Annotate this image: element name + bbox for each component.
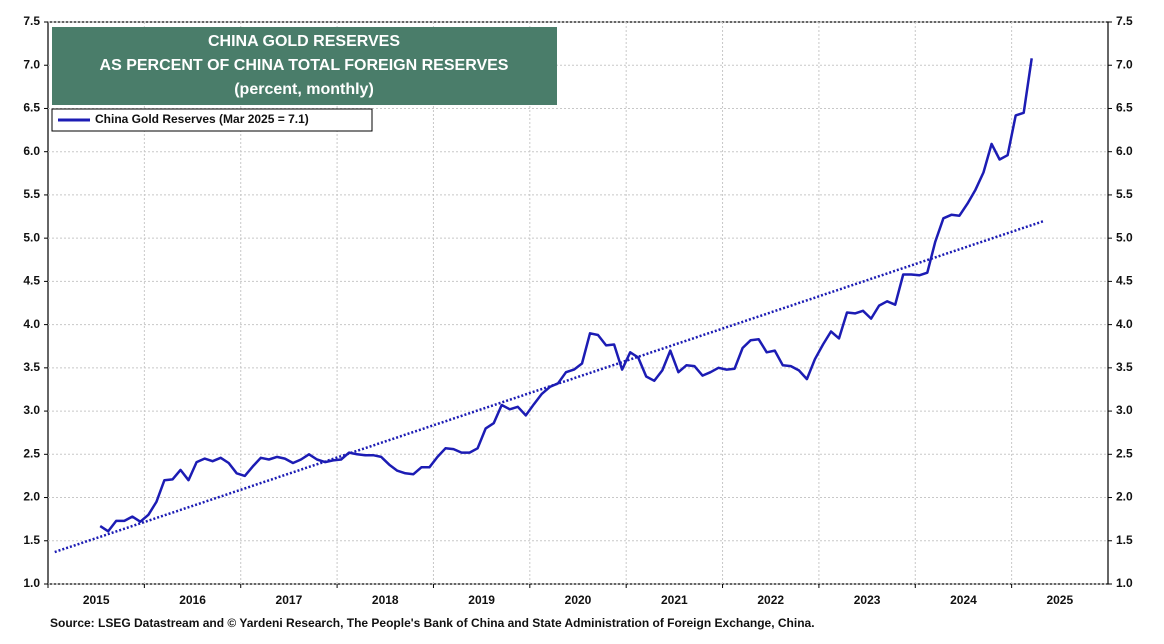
y-tick-label: 5.5 — [23, 187, 40, 201]
x-tick-label: 2022 — [757, 593, 784, 607]
y2-tick-label: 5.0 — [1116, 230, 1133, 244]
y2-tick-label: 5.5 — [1116, 187, 1133, 201]
y2-tick-label: 2.0 — [1116, 490, 1133, 504]
y2-tick-label: 6.0 — [1116, 144, 1133, 158]
y-tick-label: 6.5 — [23, 101, 40, 115]
y2-tick-label: 4.0 — [1116, 317, 1133, 331]
y-tick-label: 7.5 — [23, 14, 40, 28]
x-tick-label: 2015 — [83, 593, 110, 607]
x-tick-label: 2020 — [565, 593, 592, 607]
y-tick-label: 2.5 — [23, 446, 40, 460]
y2-tick-label: 6.5 — [1116, 101, 1133, 115]
y2-tick-label: 2.5 — [1116, 446, 1133, 460]
plot-frame — [47, 21, 1109, 585]
y-tick-label: 7.0 — [23, 57, 40, 71]
legend-box — [51, 108, 373, 132]
y2-tick-label: 4.5 — [1116, 274, 1133, 288]
title-box: CHINA GOLD RESERVES AS PERCENT OF CHINA … — [52, 27, 557, 105]
y-tick-label: 6.0 — [23, 144, 40, 158]
y2-tick-label: 3.0 — [1116, 403, 1133, 417]
x-tick-label: 2016 — [179, 593, 206, 607]
y2-tick-label: 3.5 — [1116, 360, 1133, 374]
x-tick-label: 2017 — [276, 593, 303, 607]
title-background — [52, 27, 557, 105]
source-note: Source: LSEG Datastream and © Yardeni Re… — [50, 616, 815, 630]
y2-tick-label: 1.0 — [1116, 576, 1133, 590]
x-tick-label: 2018 — [372, 593, 399, 607]
y-tick-label: 5.0 — [23, 230, 40, 244]
y-tick-label: 4.5 — [23, 274, 40, 288]
x-tick-label: 2025 — [1046, 593, 1073, 607]
grid — [48, 21, 1108, 585]
x-tick-label: 2021 — [661, 593, 688, 607]
y-tick-label: 1.5 — [23, 533, 40, 547]
y-tick-label: 3.0 — [23, 403, 40, 417]
y-tick-label: 2.0 — [23, 490, 40, 504]
y2-tick-label: 7.0 — [1116, 57, 1133, 71]
y-tick-label: 4.0 — [23, 317, 40, 331]
legend-label: China Gold Reserves (Mar 2025 = 7.1) — [95, 112, 309, 126]
y2-tick-label: 7.5 — [1116, 14, 1133, 28]
data-line — [99, 58, 1033, 533]
y-tick-label: 1.0 — [23, 576, 40, 590]
legend: China Gold Reserves (Mar 2025 = 7.1) — [51, 108, 373, 132]
chart-title: CHINA GOLD RESERVES — [208, 33, 400, 50]
y2-tick-label: 1.5 — [1116, 533, 1133, 547]
chart-title: AS PERCENT OF CHINA TOTAL FOREIGN RESERV… — [100, 57, 509, 74]
x-tick-label: 2019 — [468, 593, 495, 607]
x-tick-label: 2024 — [950, 593, 977, 607]
y-tick-label: 3.5 — [23, 360, 40, 374]
x-tick-label: 2023 — [854, 593, 881, 607]
chart-subtitle: (percent, monthly) — [234, 81, 374, 98]
